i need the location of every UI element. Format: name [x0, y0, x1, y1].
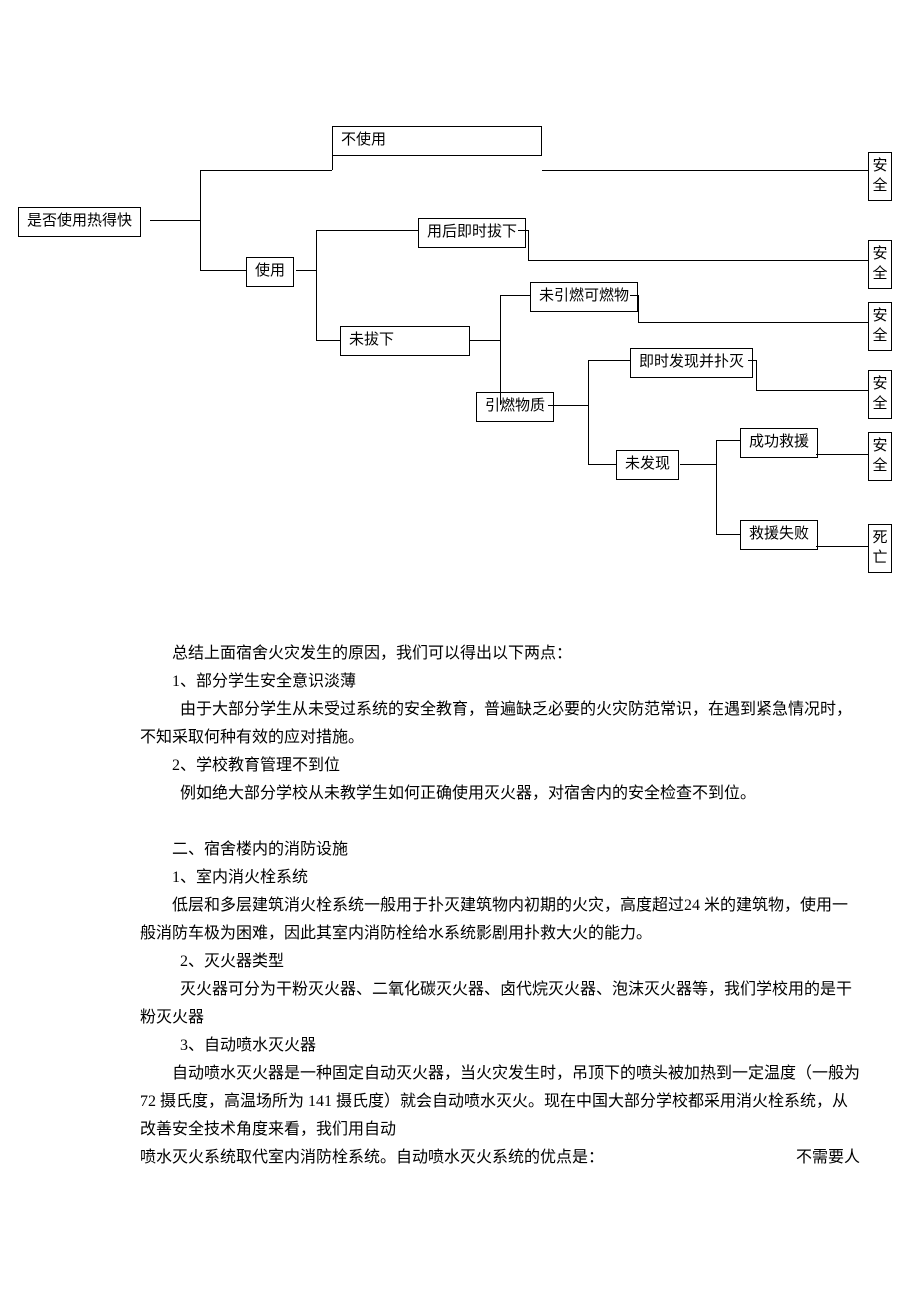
s2p1-body: 低层和多层建筑消火栓系统一般用于扑灭建筑物内初期的火灾，高度超过24 米的建筑物… — [140, 892, 860, 948]
outcome-safe-3: 安全 — [868, 302, 892, 351]
node-ignite: 引燃物质 — [476, 392, 554, 422]
outcome-death: 死亡 — [868, 524, 892, 573]
intro: 总结上面宿舍火灾发生的原因，我们可以得出以下两点： — [140, 640, 860, 668]
s2p3-body-b: 喷水灭火系统取代室内消防栓系统。自动喷水灭火系统的优点是： 不需要人 — [140, 1144, 860, 1172]
s2p2-title: 2、灭火器类型 — [140, 948, 860, 976]
node-no-use: 不使用 — [332, 126, 542, 156]
p2-title: 2、学校教育管理不到位 — [140, 752, 860, 780]
node-unplug-after: 用后即时拔下 — [418, 218, 526, 248]
node-not-unplug: 未拔下 — [340, 326, 470, 356]
p1-body: 由于大部分学生从未受过系统的安全教育，普遍缺乏必要的火灾防范常识，在遇到紧急情况… — [140, 696, 860, 752]
outcome-safe-4: 安全 — [868, 370, 892, 419]
node-root: 是否使用热得快 — [18, 207, 141, 237]
node-rescue-ok: 成功救援 — [740, 428, 818, 458]
node-rescue-fail: 救援失败 — [740, 520, 818, 550]
outcome-safe-1: 安全 — [868, 152, 892, 201]
p2-body: 例如绝大部分学校从未教学生如何正确使用灭火器，对宿舍内的安全检查不到位。 — [140, 780, 860, 808]
p1-title: 1、部分学生安全意识淡薄 — [140, 668, 860, 696]
s2p2-body: 灭火器可分为干粉灭火器、二氧化碳灭火器、卤代烷灭火器、泡沫灭火器等，我们学校用的… — [140, 976, 860, 1032]
decision-tree-diagram: 是否使用热得快 不使用 使用 用后即时拔下 未拔下 未引燃可燃物 引燃物质 即时… — [0, 110, 920, 590]
s2p3-title: 3、自动喷水灭火器 — [140, 1032, 860, 1060]
node-no-ignite: 未引燃可燃物 — [530, 282, 638, 312]
s2p1-title: 1、室内消火栓系统 — [140, 864, 860, 892]
sec2-title: 二、宿舍楼内的消防设施 — [140, 836, 860, 864]
outcome-safe-2: 安全 — [868, 240, 892, 289]
body-text: 总结上面宿舍火灾发生的原因，我们可以得出以下两点： 1、部分学生安全意识淡薄 由… — [140, 640, 860, 1172]
node-use: 使用 — [246, 257, 294, 287]
node-not-found: 未发现 — [616, 450, 679, 480]
node-found-ext: 即时发现并扑灭 — [630, 348, 753, 378]
s2p3-body-a: 自动喷水灭火器是一种固定自动灭火器，当火灾发生时，吊顶下的喷头被加热到一定温度（… — [140, 1060, 860, 1144]
outcome-safe-5: 安全 — [868, 432, 892, 481]
